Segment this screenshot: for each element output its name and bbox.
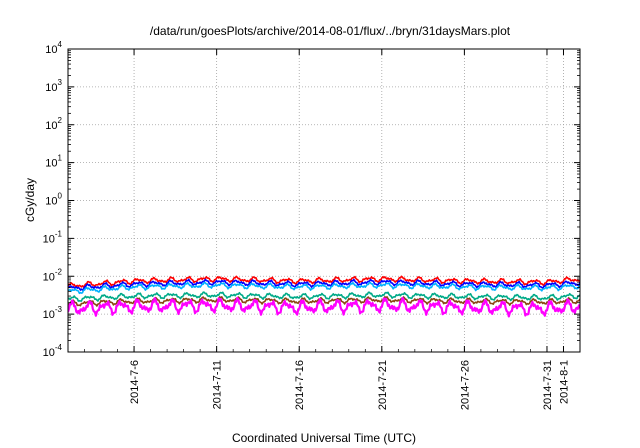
series-line [68, 291, 580, 302]
x-tick-label: 2014-7-6 [129, 360, 141, 404]
series-line [68, 275, 580, 288]
x-tick-label: 2014-7-26 [459, 360, 471, 410]
x-tick-label: 2014-7-11 [212, 360, 224, 409]
y-tick-label: 10-4 [43, 343, 63, 359]
y-tick-label: 10-1 [43, 229, 63, 245]
series-line [68, 278, 580, 291]
x-axis: 2014-7-6 2014-7-11 2014-7-16 2014-7-21 2014-… [67, 49, 581, 410]
series-line [68, 281, 580, 295]
y-axis: 10-4 10-3 10-2 10-1 100 101 102 103 104 [43, 40, 580, 359]
x-tick-label: 2014-7-16 [294, 360, 306, 410]
y-tick-label: 100 [45, 192, 62, 208]
chart-title: /data/run/goesPlots/archive/2014-08-01/f… [150, 24, 511, 38]
series-line [68, 296, 580, 318]
series-lines [68, 275, 580, 318]
x-tick-label: 2014-8-1 [558, 360, 570, 404]
y-tick-label: 102 [45, 116, 62, 132]
y-tick-label: 101 [45, 154, 62, 170]
y-tick-label: 103 [45, 78, 62, 94]
y-tick-label: 104 [45, 40, 62, 56]
y-axis-label: cGy/day [23, 178, 37, 222]
y-tick-label: 10-2 [43, 267, 63, 283]
x-tick-label: 2014-7-21 [377, 360, 389, 410]
x-tick-label: 2014-7-31 [542, 360, 554, 410]
y-tick-label: 10-3 [43, 305, 63, 321]
x-axis-label: Coordinated Universal Time (UTC) [232, 431, 416, 445]
